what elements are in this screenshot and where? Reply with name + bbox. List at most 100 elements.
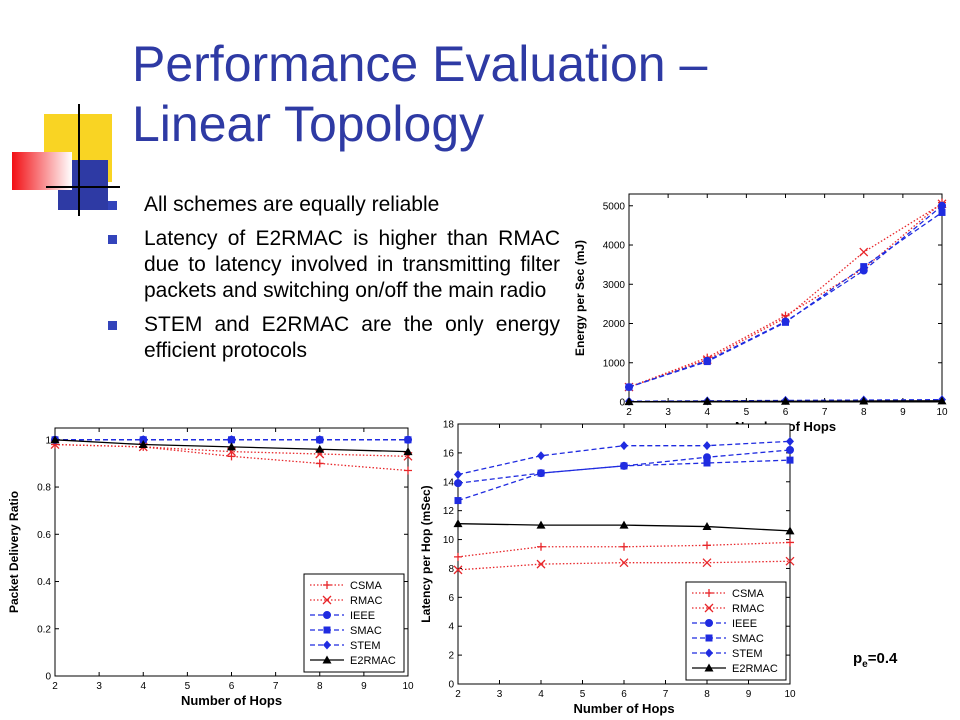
legend-entry-e2rmac: E2RMAC	[732, 663, 778, 675]
legend-box	[685, 581, 787, 681]
x-tick-label: 9	[900, 407, 906, 418]
series-smac	[625, 208, 946, 391]
y-tick-label: 1	[45, 435, 51, 446]
pe-label: pe=0.4	[853, 650, 898, 670]
legend-marker	[705, 648, 713, 658]
data-point	[453, 565, 463, 575]
data-point	[703, 441, 711, 451]
y-tick-label: 5000	[603, 201, 626, 212]
data-point	[785, 526, 795, 535]
x-tick-label: 6	[229, 681, 235, 692]
x-tick-label: 5	[580, 689, 586, 700]
legend-marker	[705, 619, 713, 627]
deco-square-red	[12, 152, 72, 190]
data-point	[315, 435, 324, 445]
data-point	[786, 456, 794, 464]
legend: CSMA RMAC IEEE SMAC STEM E2RMAC	[685, 581, 787, 681]
y-tick-label: 1000	[603, 358, 626, 369]
y-tick-label: 0.8	[37, 483, 51, 494]
legend-entry-ieee: IEEE	[350, 610, 375, 622]
bullet-text: STEM and E2RMAC are the only energy effi…	[144, 313, 560, 362]
data-point	[619, 558, 629, 568]
series-e2rmac	[624, 396, 947, 406]
y-tick-label: 2	[448, 651, 454, 662]
y-tick-label: 6	[448, 593, 454, 604]
data-point	[938, 201, 946, 210]
series-line	[457, 541, 791, 558]
energy-chart-svg: 2345678910010002000300040005000Number of…	[573, 193, 948, 434]
data-point	[227, 452, 236, 461]
data-point	[227, 442, 236, 451]
y-tick-label: 4000	[603, 241, 626, 252]
data-point	[860, 263, 868, 271]
x-axis-label: Number of Hops	[573, 701, 674, 716]
data-point	[859, 396, 869, 405]
y-axis-label: Latency per Hop (mSec)	[419, 485, 433, 622]
data-point	[315, 459, 324, 468]
page-title: Performance Evaluation – Linear Topology	[132, 34, 932, 154]
data-point	[620, 542, 628, 551]
legend-entry-rmac: RMAC	[732, 603, 764, 615]
y-tick-label: 14	[443, 477, 455, 488]
legend-marker	[322, 595, 332, 605]
y-tick-label: 2000	[603, 319, 626, 330]
y-tick-label: 16	[443, 448, 455, 459]
legend-marker	[323, 611, 331, 619]
legend-marker	[323, 640, 331, 650]
deco-line-vertical	[78, 104, 80, 216]
data-point	[786, 436, 794, 446]
x-tick-label: 9	[746, 689, 752, 700]
data-point	[227, 435, 236, 445]
data-point	[454, 470, 462, 480]
x-tick-label: 2	[52, 681, 58, 692]
x-tick-label: 3	[96, 681, 102, 692]
data-point	[138, 440, 148, 449]
legend-marker	[705, 634, 713, 642]
legend-entry-ieee: IEEE	[732, 618, 757, 630]
data-point	[537, 469, 545, 477]
data-point	[625, 383, 633, 391]
x-tick-label: 10	[936, 407, 948, 418]
data-point	[139, 435, 148, 445]
packet-delivery-chart-svg: 2 3 4 5 6 7 8 9 10 0 0.2 0.4 0.6 0.8 1 Number of Hops Pa…	[7, 427, 414, 708]
y-tick-label: 4	[448, 622, 454, 633]
series-line	[457, 560, 791, 571]
data-point	[50, 435, 60, 444]
y-tick-label: 12	[443, 506, 455, 517]
data-point	[702, 396, 712, 405]
legend-entry-csma: CSMA	[350, 580, 382, 592]
x-tick-label: 4	[538, 689, 544, 700]
data-point	[702, 558, 712, 568]
bullet-square-icon	[108, 235, 117, 244]
legend-entry-stem: STEM	[732, 648, 763, 660]
legend-entry-stem: STEM	[350, 640, 381, 652]
data-point	[781, 396, 790, 405]
data-point	[786, 446, 794, 454]
data-point	[702, 522, 712, 531]
data-point	[785, 556, 795, 566]
legend-marker	[323, 626, 331, 634]
y-tick-label: 18	[443, 420, 455, 431]
data-point	[454, 552, 462, 561]
y-tick-label: 8	[448, 564, 454, 575]
x-tick-label: 10	[402, 681, 414, 692]
data-point	[453, 519, 463, 528]
packet-delivery-chart: 2 3 4 5 6 7 8 9 10 0 0.2 0.4 0.6 0.8 1 Number of Hops Pa…	[6, 416, 424, 716]
y-axis-label: Energy per Sec (mJ)	[573, 240, 587, 356]
data-point	[782, 318, 789, 326]
data-point	[537, 542, 545, 551]
data-point	[619, 520, 629, 529]
data-point	[537, 451, 545, 461]
legend: CSMA RMAC IEEE SMAC STEM E2RMAC	[303, 573, 405, 673]
y-tick-label: 0.4	[37, 577, 51, 588]
legend-entry-rmac: RMAC	[350, 595, 382, 607]
y-tick-label: 0	[619, 398, 625, 409]
bullet-text: Latency of E2RMAC is higher than RMAC du…	[144, 227, 560, 302]
bullet-text: All schemes are equally reliable	[144, 193, 440, 216]
x-axis-label: Number of Hops	[181, 693, 282, 708]
x-tick-label: 5	[744, 407, 750, 418]
deco-line-horizontal	[46, 186, 120, 188]
energy-chart: 2345678910010002000300040005000Number of…	[572, 180, 952, 438]
x-tick-label: 4	[704, 407, 710, 418]
x-tick-label: 10	[784, 689, 796, 700]
